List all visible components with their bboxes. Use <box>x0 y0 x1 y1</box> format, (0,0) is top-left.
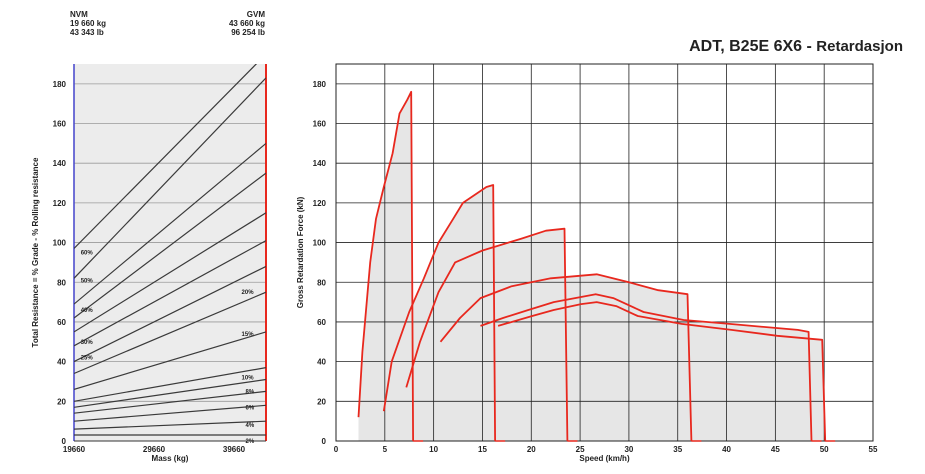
left-y-tick-label-160: 160 <box>53 120 67 129</box>
left-series-line-13 <box>74 404 266 422</box>
right-x-tick-label-20: 20 <box>527 445 536 454</box>
gvm-label: GVM <box>246 10 265 19</box>
left-series-line-5 <box>74 212 266 333</box>
left-y-tick-label-20: 20 <box>57 397 66 406</box>
left-series-label-3: 40% <box>81 308 94 314</box>
left-y-tick-label-120: 120 <box>53 199 67 208</box>
left-series-label-1: 60% <box>81 251 94 257</box>
left-plot-background <box>74 64 266 441</box>
left-series-line-7 <box>74 265 266 363</box>
left-series-line-1 <box>74 64 258 249</box>
left-series-label-8: 10% <box>242 376 255 382</box>
right-y-tick-label-120: 120 <box>313 199 327 208</box>
right-x-tick-label-50: 50 <box>820 445 829 454</box>
resistance-nomogram: 0 20 40 60 80 100 120 140 160 180 19660 29660 39660 6… <box>31 64 267 463</box>
right-y-tick-label-60: 60 <box>317 318 326 327</box>
right-y-axis-title: Gross Retardation Force (kN) <box>296 196 305 308</box>
left-series-line-9 <box>74 331 266 390</box>
right-x-tick-label-25: 25 <box>576 445 585 454</box>
left-series-label-7: 15% <box>242 332 255 338</box>
right-x-tick-label-5: 5 <box>383 445 388 454</box>
left-series-line-8 <box>74 291 266 375</box>
right-series-line-2 <box>382 184 496 442</box>
right-y-tick-label-160: 160 <box>313 120 327 129</box>
right-y-tick-label-140: 140 <box>313 159 327 168</box>
left-series-label-11: 4% <box>246 423 255 429</box>
right-x-tick-label-30: 30 <box>624 445 633 454</box>
right-y-tick-label-40: 40 <box>317 358 326 367</box>
right-series-line-6 <box>497 301 827 442</box>
right-series-line-4 <box>439 273 693 442</box>
nvm-lb: 43 343 lb <box>70 28 104 37</box>
right-series-group <box>357 90 836 442</box>
right-series-line-5 <box>480 293 813 442</box>
right-x-tick-label-45: 45 <box>771 445 780 454</box>
left-x-tick-label-19660: 19660 <box>63 445 86 454</box>
retardation-chart: 0 20 40 60 80 100 120 140 160 180 0 5 10 15 20 25 30 35 40… <box>296 63 878 463</box>
right-x-tick-label-35: 35 <box>673 445 682 454</box>
left-x-tick-label-29660: 29660 <box>143 445 166 454</box>
left-series-line-4 <box>74 172 266 319</box>
gvm-header: GVM 43 660 kg 96 254 lb <box>215 10 265 37</box>
gvm-kg: 43 660 kg <box>228 19 265 28</box>
left-x-axis-title: Mass (kg) <box>152 454 189 463</box>
left-x-tick-label-39660: 39660 <box>223 445 246 454</box>
left-series-label-10: 6% <box>246 405 255 411</box>
left-series-line-2 <box>74 77 266 279</box>
left-series-line-3 <box>74 142 266 305</box>
left-y-tick-label-60: 60 <box>57 318 66 327</box>
chart-title: ADT, B25E 6X6 - Retardasjon <box>689 38 903 56</box>
left-series-line-11 <box>74 378 266 408</box>
right-x-axis-title: Speed (km/h) <box>579 454 630 463</box>
right-y-tick-label-20: 20 <box>317 397 326 406</box>
right-x-tick-label-0: 0 <box>334 445 339 454</box>
chart-title-suffix: Retardasjon <box>816 38 903 55</box>
left-y-axis-title: Total Resistance = % Grade - % Rolling r… <box>31 157 40 347</box>
right-y-tick-label-80: 80 <box>317 278 326 287</box>
right-x-tick-label-55: 55 <box>869 445 878 454</box>
left-y-tick-label-80: 80 <box>57 278 66 287</box>
nvm-kg: 19 660 kg <box>70 19 107 28</box>
left-series-label-12: 2% <box>246 439 255 445</box>
nvm-header: NVM 19 660 kg 43 343 lb <box>70 10 106 37</box>
left-series-line-10 <box>74 367 266 402</box>
left-series-label-6: 20% <box>242 290 255 296</box>
right-series-line-1 <box>357 90 414 442</box>
right-x-tick-label-10: 10 <box>429 445 438 454</box>
left-series-group <box>74 64 266 436</box>
left-series-label-5: 25% <box>81 356 94 362</box>
left-series-label-4: 30% <box>81 340 94 346</box>
right-y-tick-label-180: 180 <box>313 80 327 89</box>
left-series-line-6 <box>74 240 266 347</box>
nvm-label: NVM <box>70 10 88 19</box>
left-series-label-2: 50% <box>81 278 94 284</box>
left-y-tick-label-180: 180 <box>53 80 67 89</box>
left-y-tick-label-40: 40 <box>57 358 66 367</box>
right-y-tick-label-100: 100 <box>313 239 327 248</box>
gvm-lb: 96 254 lb <box>231 28 265 37</box>
right-plot-frame <box>335 63 874 442</box>
right-x-tick-label-40: 40 <box>722 445 731 454</box>
chart-title-main: ADT, B25E 6X6 - <box>689 38 812 55</box>
left-y-tick-label-100: 100 <box>53 239 67 248</box>
right-y-tick-label-0: 0 <box>322 437 327 446</box>
left-series-label-9: 8% <box>246 389 255 395</box>
left-series-line-14 <box>74 420 266 430</box>
left-y-tick-label-140: 140 <box>53 159 67 168</box>
right-x-tick-label-15: 15 <box>478 445 487 454</box>
right-series-line-3 <box>405 227 569 442</box>
left-y-tick-label-0: 0 <box>62 437 67 446</box>
left-series-line-12 <box>74 390 266 414</box>
